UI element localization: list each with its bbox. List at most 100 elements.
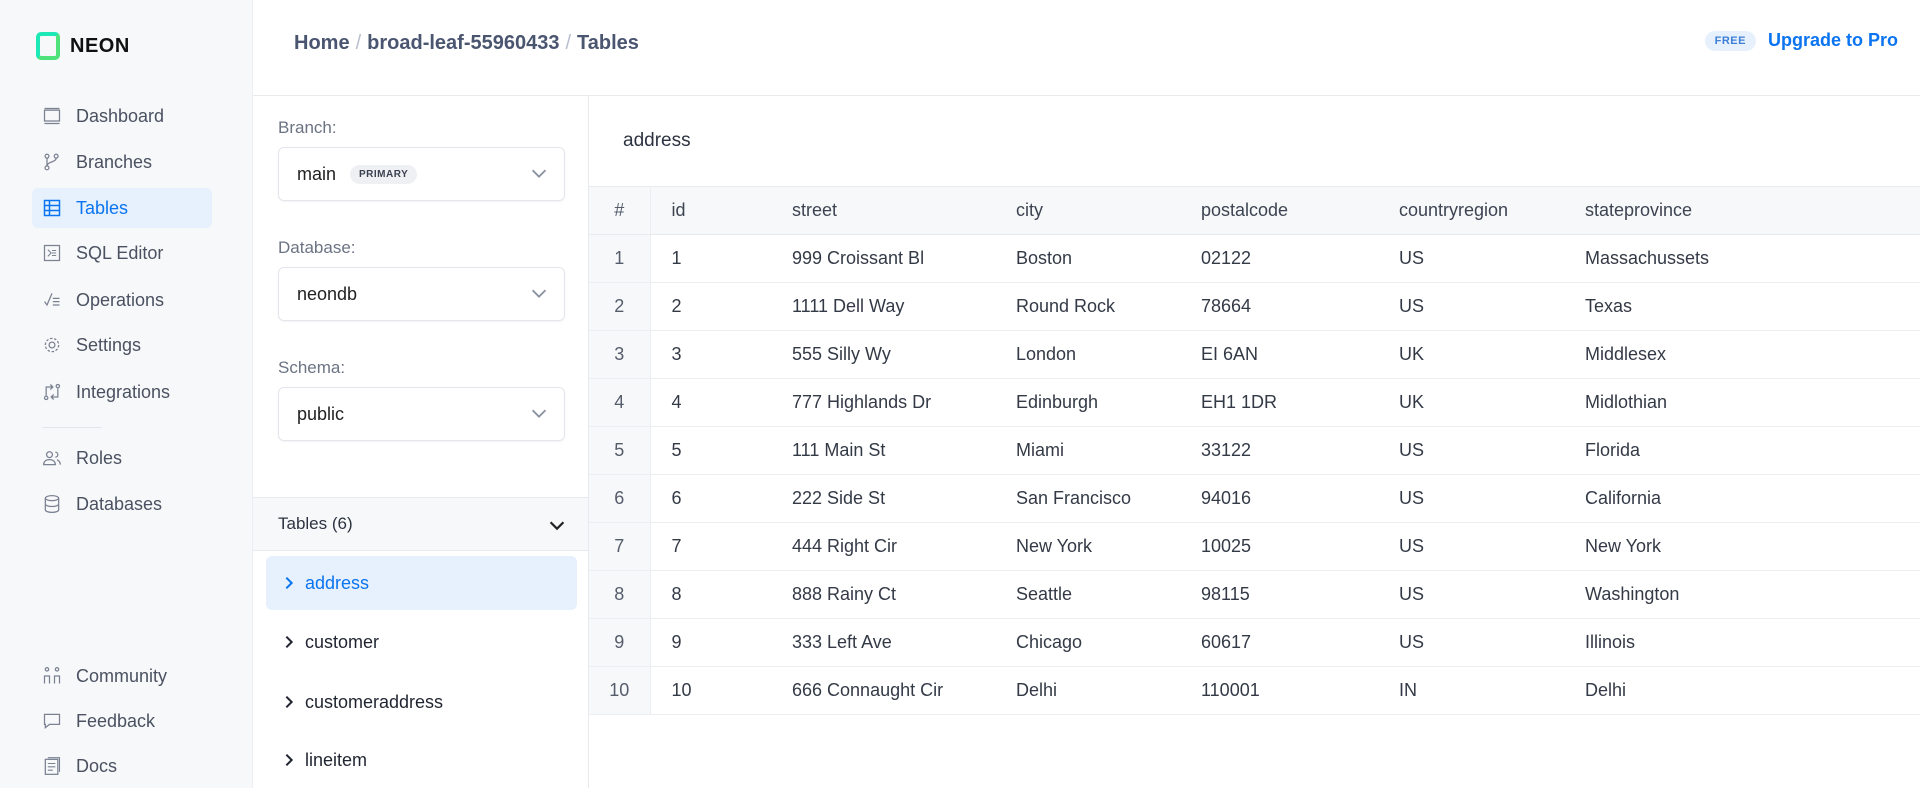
cell-countryregion[interactable]: US — [1378, 474, 1564, 523]
cell-city[interactable]: Boston — [995, 234, 1180, 283]
table-row[interactable]: 5 5 111 Main St Miami 33122 US Florida — [589, 426, 1920, 475]
cell-countryregion[interactable]: US — [1378, 282, 1564, 331]
cell-stateprovince[interactable]: Middlesex — [1564, 330, 1920, 379]
cell-stateprovince[interactable]: California — [1564, 474, 1920, 523]
cell-street[interactable]: 111 Main St — [771, 426, 995, 475]
cell-index[interactable]: 9 — [589, 618, 651, 667]
cell-countryregion[interactable]: US — [1378, 522, 1564, 571]
cell-index[interactable]: 1 — [589, 234, 651, 283]
column-header-postalcode[interactable]: postalcode — [1180, 186, 1378, 235]
table-list-item-lineitem[interactable]: lineitem — [266, 733, 577, 787]
column-header-index[interactable]: # — [589, 186, 651, 235]
sidebar-item-feedback[interactable]: Feedback — [32, 701, 212, 741]
cell-street[interactable]: 777 Highlands Dr — [771, 378, 995, 427]
cell-id[interactable]: 7 — [650, 522, 771, 571]
cell-postalcode[interactable]: 94016 — [1180, 474, 1378, 523]
cell-street[interactable]: 888 Rainy Ct — [771, 570, 995, 619]
cell-postalcode[interactable]: 02122 — [1180, 234, 1378, 283]
cell-id[interactable]: 1 — [650, 234, 771, 283]
cell-id[interactable]: 10 — [650, 666, 771, 715]
cell-street[interactable]: 555 Silly Wy — [771, 330, 995, 379]
cell-countryregion[interactable]: US — [1378, 570, 1564, 619]
cell-countryregion[interactable]: IN — [1378, 666, 1564, 715]
cell-countryregion[interactable]: UK — [1378, 330, 1564, 379]
cell-stateprovince[interactable]: Texas — [1564, 282, 1920, 331]
cell-postalcode[interactable]: EH1 1DR — [1180, 378, 1378, 427]
cell-street[interactable]: 222 Side St — [771, 474, 995, 523]
cell-city[interactable]: Edinburgh — [995, 378, 1180, 427]
cell-city[interactable]: London — [995, 330, 1180, 379]
cell-postalcode[interactable]: 33122 — [1180, 426, 1378, 475]
cell-postalcode[interactable]: 60617 — [1180, 618, 1378, 667]
table-row[interactable]: 4 4 777 Highlands Dr Edinburgh EH1 1DR UK Midl… — [589, 378, 1920, 427]
cell-postalcode[interactable]: 110001 — [1180, 666, 1378, 715]
table-row[interactable]: 2 2 1111 Dell Way Round Rock 78664 US Texas — [589, 282, 1920, 331]
sidebar-item-branches[interactable]: Branches — [32, 142, 212, 182]
cell-index[interactable]: 3 — [589, 330, 651, 379]
cell-street[interactable]: 999 Croissant Bl — [771, 234, 995, 283]
sidebar-item-settings[interactable]: Settings — [32, 325, 212, 365]
sidebar-item-tables[interactable]: Tables — [32, 188, 212, 228]
sidebar-item-roles[interactable]: Roles — [32, 438, 212, 478]
cell-stateprovince[interactable]: Delhi — [1564, 666, 1920, 715]
sidebar-item-docs[interactable]: Docs — [32, 746, 212, 786]
breadcrumb-project[interactable]: broad-leaf-55960433 — [367, 32, 560, 54]
cell-index[interactable]: 5 — [589, 426, 651, 475]
cell-stateprovince[interactable]: New York — [1564, 522, 1920, 571]
column-header-id[interactable]: id — [650, 186, 771, 235]
table-row[interactable]: 1 1 999 Croissant Bl Boston 02122 US Massachus… — [589, 234, 1920, 283]
neon-logo[interactable]: NEON — [36, 32, 130, 60]
branch-select[interactable]: main PRIMARY — [278, 147, 565, 201]
breadcrumb-home[interactable]: Home — [294, 32, 350, 54]
cell-postalcode[interactable]: 10025 — [1180, 522, 1378, 571]
column-header-street[interactable]: street — [771, 186, 995, 235]
cell-city[interactable]: Miami — [995, 426, 1180, 475]
cell-street[interactable]: 444 Right Cir — [771, 522, 995, 571]
table-list-item-address[interactable]: address — [266, 556, 577, 610]
database-select[interactable]: neondb — [278, 267, 565, 321]
sidebar-item-operations[interactable]: Operations — [32, 280, 212, 320]
cell-city[interactable]: New York — [995, 522, 1180, 571]
column-header-stateprovince[interactable]: stateprovince — [1564, 186, 1920, 235]
cell-id[interactable]: 6 — [650, 474, 771, 523]
cell-stateprovince[interactable]: Illinois — [1564, 618, 1920, 667]
table-row[interactable]: 8 8 888 Rainy Ct Seattle 98115 US Washington — [589, 570, 1920, 619]
cell-stateprovince[interactable]: Florida — [1564, 426, 1920, 475]
cell-city[interactable]: Round Rock — [995, 282, 1180, 331]
upgrade-link[interactable]: Upgrade to Pro — [1767, 30, 1898, 50]
table-list-item-customer[interactable]: customer — [266, 615, 577, 669]
cell-index[interactable]: 4 — [589, 378, 651, 427]
cell-id[interactable]: 4 — [650, 378, 771, 427]
table-row[interactable]: 10 10 666 Connaught Cir Delhi 110001 IN Delhi — [589, 666, 1920, 715]
cell-countryregion[interactable]: US — [1378, 618, 1564, 667]
cell-id[interactable]: 8 — [650, 570, 771, 619]
cell-city[interactable]: San Francisco — [995, 474, 1180, 523]
cell-city[interactable]: Seattle — [995, 570, 1180, 619]
cell-index[interactable]: 6 — [589, 474, 651, 523]
cell-stateprovince[interactable]: Washington — [1564, 570, 1920, 619]
table-row[interactable]: 7 7 444 Right Cir New York 10025 US New York — [589, 522, 1920, 571]
cell-index[interactable]: 7 — [589, 522, 651, 571]
sidebar-item-databases[interactable]: Databases — [32, 484, 212, 524]
table-row[interactable]: 6 6 222 Side St San Francisco 94016 US Califor… — [589, 474, 1920, 523]
sidebar-item-community[interactable]: Community — [32, 656, 212, 696]
cell-city[interactable]: Delhi — [995, 666, 1180, 715]
sidebar-item-sql-editor[interactable]: SQL Editor — [32, 233, 212, 273]
column-header-countryregion[interactable]: countryregion — [1378, 186, 1564, 235]
sidebar-item-integrations[interactable]: Integrations — [32, 372, 212, 412]
cell-id[interactable]: 5 — [650, 426, 771, 475]
table-list-item-customeraddress[interactable]: customeraddress — [266, 675, 577, 729]
schema-select[interactable]: public — [278, 387, 565, 441]
tables-section-header[interactable]: Tables (6) — [253, 497, 588, 551]
cell-postalcode[interactable]: 98115 — [1180, 570, 1378, 619]
cell-city[interactable]: Chicago — [995, 618, 1180, 667]
cell-street[interactable]: 1111 Dell Way — [771, 282, 995, 331]
cell-street[interactable]: 333 Left Ave — [771, 618, 995, 667]
cell-stateprovince[interactable]: Midlothian — [1564, 378, 1920, 427]
cell-index[interactable]: 2 — [589, 282, 651, 331]
cell-id[interactable]: 3 — [650, 330, 771, 379]
cell-id[interactable]: 2 — [650, 282, 771, 331]
table-row[interactable]: 9 9 333 Left Ave Chicago 60617 US Illinois — [589, 618, 1920, 667]
cell-countryregion[interactable]: US — [1378, 234, 1564, 283]
sidebar-item-dashboard[interactable]: Dashboard — [32, 96, 212, 136]
